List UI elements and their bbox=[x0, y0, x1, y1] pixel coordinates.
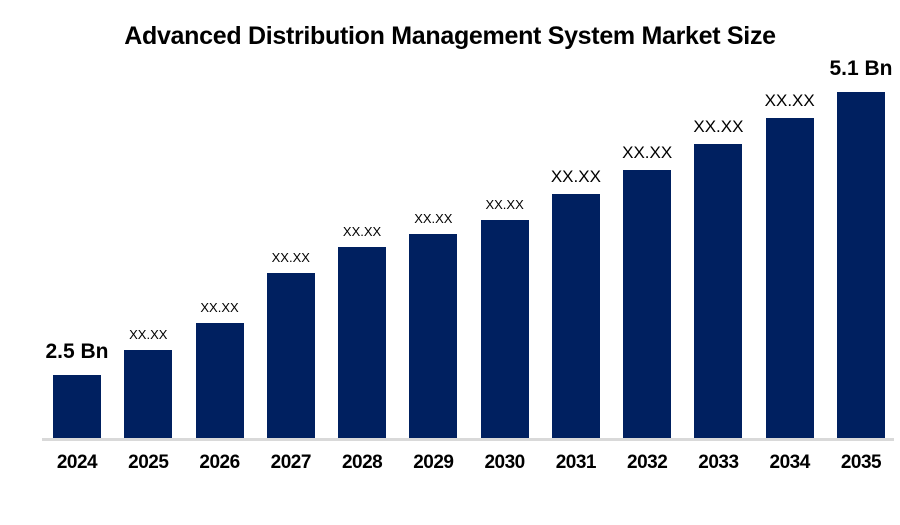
bar-2024 bbox=[53, 375, 101, 438]
x-tick-label-2027: 2027 bbox=[270, 452, 312, 473]
bar-value-label-2025: XX.XX bbox=[129, 327, 168, 342]
bar-value-label-2027: XX.XX bbox=[271, 250, 310, 265]
x-tick-label-2028: 2028 bbox=[341, 452, 383, 473]
bar-2032 bbox=[623, 170, 672, 438]
bar-value-label-2031: XX.XX bbox=[550, 167, 601, 186]
bar-2034 bbox=[765, 118, 814, 438]
x-tick-label-2031: 2031 bbox=[555, 452, 597, 473]
bar-2031 bbox=[551, 194, 600, 438]
chart-title: Advanced Distribution Management System … bbox=[124, 22, 776, 50]
x-tick-label-2035: 2035 bbox=[840, 452, 882, 473]
x-tick-label-2026: 2026 bbox=[199, 452, 240, 473]
bar-value-label-2032: XX.XX bbox=[622, 143, 673, 162]
bar-2025 bbox=[124, 350, 173, 438]
bar-value-label-2029: XX.XX bbox=[414, 211, 453, 226]
x-tick-label-2025: 2025 bbox=[128, 452, 169, 473]
bar-2027 bbox=[266, 273, 315, 438]
x-tick-label-2033: 2033 bbox=[698, 452, 739, 473]
x-axis-line bbox=[42, 438, 894, 441]
bar-value-label-2024: 2.5 Bn bbox=[45, 340, 109, 363]
bar-value-label-2035: 5.1 Bn bbox=[829, 57, 893, 80]
bar-2029 bbox=[409, 234, 458, 438]
bar-2026 bbox=[195, 323, 244, 438]
bar-value-label-2030: XX.XX bbox=[485, 197, 524, 212]
bar-2030 bbox=[480, 220, 529, 438]
bar-2028 bbox=[338, 247, 387, 438]
bar-value-label-2026: XX.XX bbox=[200, 300, 239, 315]
x-tick-label-2034: 2034 bbox=[769, 452, 811, 473]
bar-value-label-2028: XX.XX bbox=[342, 224, 382, 239]
x-tick-label-2024: 2024 bbox=[56, 452, 98, 473]
bar-value-label-2033: XX.XX bbox=[693, 117, 744, 136]
x-tick-label-2029: 2029 bbox=[413, 452, 454, 473]
bar-2035 bbox=[836, 92, 885, 438]
x-tick-label-2032: 2032 bbox=[627, 452, 668, 473]
bar-value-label-2034: XX.XX bbox=[764, 91, 815, 110]
bar-2033 bbox=[694, 144, 743, 438]
x-tick-label-2030: 2030 bbox=[484, 452, 525, 473]
